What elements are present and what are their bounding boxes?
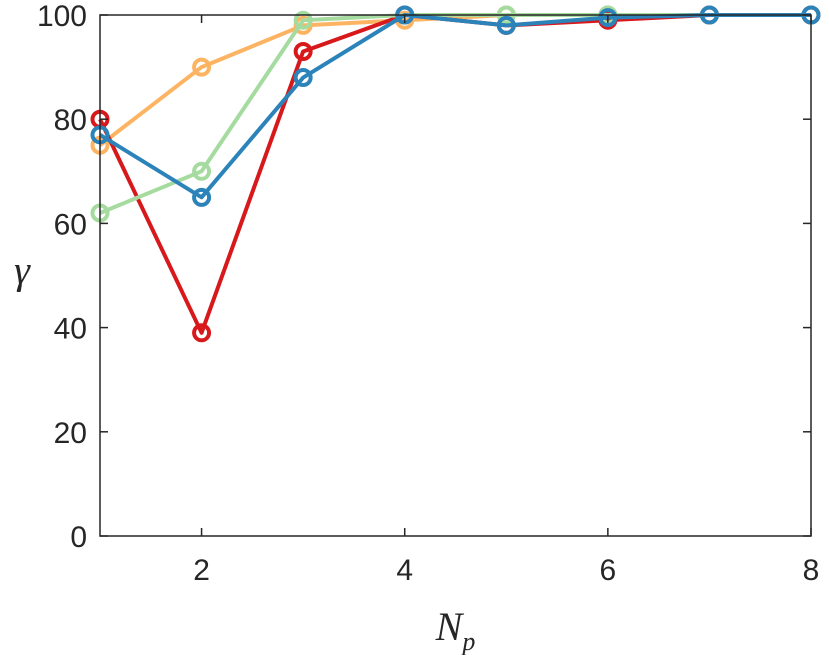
data-point-marker bbox=[192, 187, 212, 207]
series-1 bbox=[90, 5, 821, 155]
series-line bbox=[98, 13, 811, 147]
y-tick-label: 100 bbox=[37, 0, 87, 33]
data-point-marker bbox=[192, 323, 212, 343]
x-tick-label: 2 bbox=[193, 554, 210, 587]
x-axis-label: Np bbox=[435, 604, 476, 655]
series-4 bbox=[90, 5, 821, 207]
y-tick-label: 40 bbox=[54, 313, 87, 346]
y-axis-label: γ bbox=[14, 248, 31, 293]
data-point-marker bbox=[293, 10, 313, 30]
y-tick-label: 0 bbox=[70, 521, 87, 554]
series-2 bbox=[90, 5, 821, 343]
axis-ticks bbox=[100, 14, 812, 537]
x-tick-label: 6 bbox=[600, 554, 617, 587]
series-layer bbox=[90, 5, 821, 343]
data-point-marker bbox=[192, 161, 212, 181]
data-point-marker bbox=[496, 15, 516, 35]
x-tick-label: 8 bbox=[803, 554, 820, 587]
plot-area-frame bbox=[99, 14, 812, 537]
x-tick-label: 4 bbox=[396, 554, 413, 587]
data-point-marker bbox=[293, 41, 313, 61]
series-line bbox=[98, 13, 811, 200]
y-tick-label: 80 bbox=[54, 104, 87, 137]
data-point-marker bbox=[293, 68, 313, 88]
y-tick-label: 60 bbox=[54, 208, 87, 241]
data-point-marker bbox=[598, 8, 618, 28]
y-tick-label: 20 bbox=[54, 417, 87, 450]
series-line bbox=[99, 13, 811, 215]
data-point-marker bbox=[192, 57, 212, 77]
